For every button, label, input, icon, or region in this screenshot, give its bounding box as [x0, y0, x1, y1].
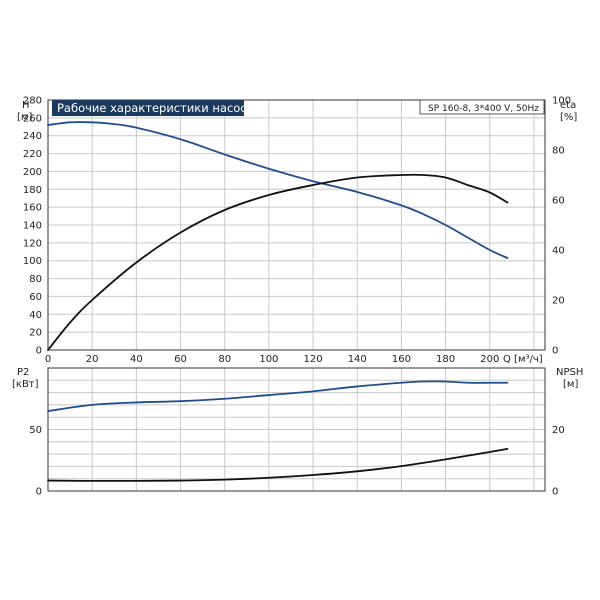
power-panel-grid — [47, 368, 545, 491]
flow-axis-label: Q [м³/ч] — [503, 354, 543, 365]
head-panel-ticks: 0 20 40 60 80 100 120 140 160 180 2000204060801001… — [23, 96, 571, 366]
eta-tick-label: 60 — [552, 196, 565, 207]
eta-tick-label: 40 — [552, 246, 565, 257]
head-tick-label: 280 — [23, 96, 42, 107]
head-panel-series — [47, 121, 509, 351]
efficiency-curve — [47, 173, 509, 351]
eta-tick-label: 100 — [552, 96, 571, 107]
chart-title: Рабочие характеристики насоса — [57, 101, 254, 115]
npsh-axis-unit: [м] — [563, 379, 578, 390]
power-axis-unit: [кВт] — [12, 379, 39, 390]
head-axis-label: H — [22, 100, 30, 111]
power-curve — [47, 380, 509, 412]
head-tick-label: 220 — [23, 149, 42, 160]
head-tick-label: 80 — [29, 274, 42, 285]
power-panel-frame — [47, 367, 546, 492]
power-tick-label: 50 — [29, 425, 42, 436]
eta-axis-label: eta — [560, 100, 576, 111]
eta-axis-unit: [%] — [560, 112, 577, 123]
x-tick-label: 40 — [130, 354, 143, 365]
head-tick-label: 180 — [23, 185, 42, 196]
head-tick-label: 140 — [23, 221, 42, 232]
eta-tick-label: 80 — [552, 146, 565, 157]
x-tick-label: 20 — [86, 354, 99, 365]
x-tick-label: 80 — [218, 354, 231, 365]
npsh-curve — [47, 447, 509, 482]
head-panel-frame — [47, 99, 546, 351]
head-tick-label: 100 — [23, 256, 42, 267]
power-axis-label: P2 — [17, 367, 29, 378]
eta-tick-label: 0 — [552, 346, 558, 357]
power-panel-ticks: 0 50 0 20 — [29, 425, 564, 498]
head-tick-label: 40 — [29, 310, 42, 321]
head-curve — [47, 121, 509, 259]
power-panel-series — [47, 380, 509, 482]
x-tick-label: 140 — [348, 354, 367, 365]
head-tick-label: 60 — [29, 292, 42, 303]
title-box — [52, 100, 244, 116]
head-tick-label: 20 — [29, 328, 42, 339]
x-tick-label: 160 — [392, 354, 411, 365]
npsh-axis-label: NPSH — [556, 367, 583, 378]
npsh-tick-label: 0 — [552, 487, 558, 498]
eta-tick-label: 20 — [552, 296, 565, 307]
head-tick-label: 0 — [36, 346, 42, 357]
head-panel-grid — [47, 99, 545, 351]
power-tick-label: 0 — [36, 487, 42, 498]
x-tick-label: 60 — [174, 354, 187, 365]
chart-subtitle: SP 160-8, 3*400 V, 50Hz — [428, 104, 539, 114]
x-tick-label: 200 — [480, 354, 499, 365]
head-tick-label: 200 — [23, 167, 42, 178]
head-tick-label: 160 — [23, 203, 42, 214]
head-tick-label: 120 — [23, 238, 42, 249]
x-tick-label: 120 — [304, 354, 323, 365]
head-axis-unit: [м] — [17, 112, 32, 123]
head-tick-label: 260 — [23, 113, 42, 124]
x-tick-label: 180 — [436, 354, 455, 365]
x-tick-label: 0 — [45, 354, 51, 365]
head-tick-label: 240 — [23, 131, 42, 142]
npsh-tick-label: 20 — [552, 425, 565, 436]
subtitle-box — [419, 99, 545, 115]
x-tick-label: 100 — [259, 354, 278, 365]
